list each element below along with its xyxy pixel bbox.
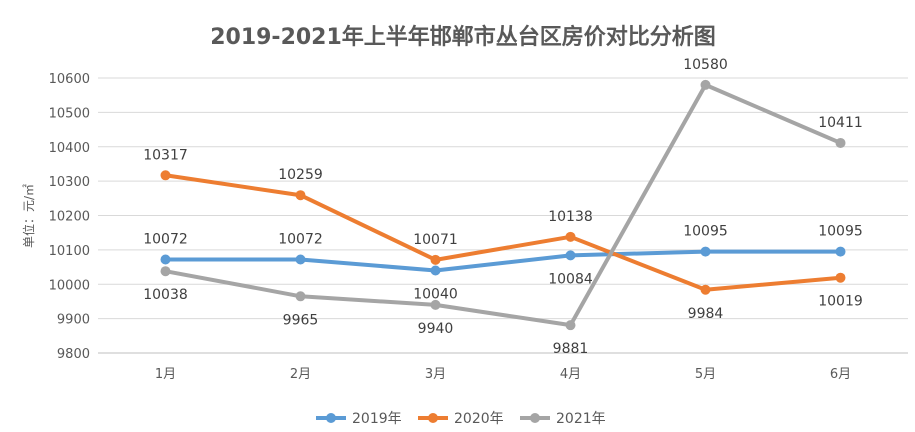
data-point (430, 265, 441, 276)
y-tick-label: 10100 (49, 244, 90, 259)
series-line (163, 82, 843, 328)
legend-marker (530, 413, 540, 423)
data-point (565, 250, 576, 261)
data-point (565, 231, 576, 242)
legend-label: 2020年 (454, 411, 504, 427)
y-tick-label: 10600 (49, 72, 90, 87)
legend-label: 2021年 (556, 411, 606, 427)
series-lines (160, 79, 846, 331)
data-label: 10259 (278, 167, 323, 183)
x-tick-label: 2月 (290, 367, 311, 382)
series-line (163, 249, 843, 273)
y-axis-label: 单位：元/㎡ (21, 184, 36, 248)
legend-marker (326, 413, 336, 423)
data-point (700, 79, 711, 90)
x-tick-label: 4月 (560, 367, 581, 382)
data-label: 10317 (143, 147, 188, 163)
data-point (430, 299, 441, 310)
data-label: 10072 (143, 232, 188, 248)
data-label: 9965 (283, 312, 319, 328)
data-label: 10071 (413, 232, 458, 248)
y-tick-label: 10200 (49, 210, 90, 225)
x-tick-label: 6月 (830, 367, 851, 382)
data-point (295, 190, 306, 201)
y-tick-label: 10000 (49, 278, 90, 293)
legend-marker (428, 413, 438, 423)
series-line (163, 173, 843, 292)
chart-title: 2019-2021年上半年邯郸市丛台区房价对比分析图 (210, 24, 716, 50)
data-point (835, 272, 846, 283)
x-tick-label: 1月 (155, 367, 176, 382)
x-tick-label: 3月 (425, 367, 446, 382)
data-labels: 10072 10072 10040 10084 10095 10095 10317 10259… (143, 57, 863, 357)
data-label: 10072 (278, 232, 323, 248)
data-point (160, 254, 171, 265)
y-axis-ticks: 9800 9900 10000 10100 10200 10300 10400 10500 10… (49, 72, 90, 362)
data-label: 10095 (683, 224, 728, 240)
data-point (700, 246, 711, 257)
legend-label: 2019年 (352, 411, 402, 427)
data-point (295, 254, 306, 265)
y-tick-label: 9800 (57, 347, 90, 362)
data-label: 9881 (553, 341, 589, 357)
data-label: 10411 (818, 115, 863, 131)
data-point (160, 266, 171, 277)
y-tick-label: 10400 (49, 141, 90, 156)
x-tick-label: 5月 (695, 367, 716, 382)
data-point (835, 246, 846, 257)
y-tick-label: 10300 (49, 175, 90, 190)
data-point (700, 284, 711, 295)
data-label: 10038 (143, 287, 188, 303)
legend: 2019年 2020年 2021年 (316, 411, 606, 427)
data-point (295, 291, 306, 302)
data-point (160, 170, 171, 181)
data-label: 10095 (818, 224, 863, 240)
data-label: 10138 (548, 209, 593, 225)
y-tick-label: 10500 (49, 106, 90, 121)
data-label: 9984 (688, 306, 724, 322)
data-label: 10084 (548, 271, 593, 287)
data-label: 10040 (413, 287, 458, 303)
data-label: 10019 (818, 294, 863, 310)
data-point (565, 320, 576, 331)
y-tick-label: 9900 (57, 313, 90, 328)
data-point (430, 254, 441, 265)
data-label: 10580 (683, 57, 728, 73)
x-axis-ticks: 1月 2月 3月 4月 5月 6月 (155, 367, 851, 382)
data-point (835, 137, 846, 148)
data-label: 9940 (418, 321, 454, 337)
